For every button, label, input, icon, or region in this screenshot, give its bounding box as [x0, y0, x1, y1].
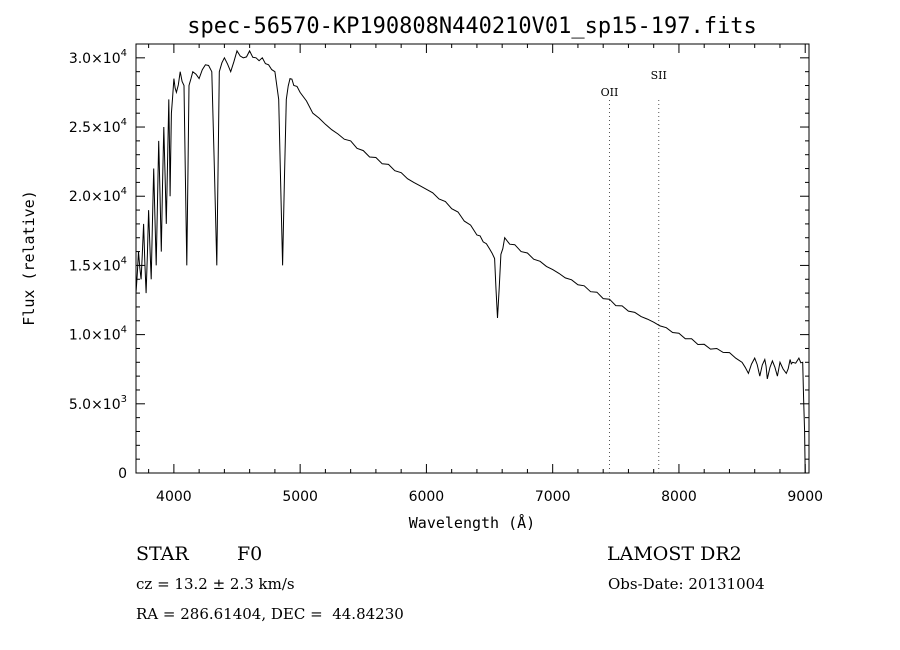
redshift-text: cz = 13.2 ± 2.3 km/s [136, 575, 295, 593]
y-tick-label: 1.0×104 [69, 325, 127, 344]
annotation-label: OII [601, 86, 619, 99]
y-tick-mantissa: 5.0×10 [69, 397, 121, 413]
y-tick-label: 3.0×104 [69, 48, 127, 67]
y-tick-label: 5.0×103 [69, 394, 127, 413]
y-tick-exponent: 3 [121, 394, 127, 405]
x-tick-label: 9000 [787, 489, 823, 505]
y-tick-label: 0 [118, 466, 127, 482]
survey-name: LAMOST DR2 [607, 543, 742, 565]
y-tick-label: 2.5×104 [69, 117, 127, 136]
x-axis: 4000 5000 6000 7000 8000 9000 [148, 44, 823, 505]
y-tick-exponent: 4 [121, 255, 127, 266]
coordinates-text: RA = 286.61404, DEC = 44.84230 [136, 605, 404, 623]
object-class: STAR [136, 543, 189, 565]
y-tick-mantissa: 1.0×10 [69, 328, 121, 344]
y-tick-mantissa: 0 [118, 466, 127, 482]
y-tick-mantissa: 2.5×10 [69, 120, 121, 136]
y-tick-exponent: 4 [121, 48, 127, 59]
x-tick-label: 5000 [282, 489, 318, 505]
y-tick-exponent: 4 [121, 186, 127, 197]
line-annotations: OII SII [601, 69, 667, 473]
x-tick-label: 4000 [156, 489, 192, 505]
plot-frame [135, 43, 810, 474]
spectrum-line [135, 49, 806, 474]
y-axis-label: Flux (relative) [20, 190, 38, 325]
y-tick-exponent: 4 [121, 325, 127, 336]
x-axis-label: Wavelength (Å) [409, 513, 535, 532]
y-tick-label: 2.0×104 [69, 186, 127, 205]
object-subclass: F0 [237, 543, 263, 565]
x-tick-label: 6000 [409, 489, 445, 505]
annotation-label: SII [651, 69, 667, 82]
x-tick-label: 7000 [535, 489, 571, 505]
y-axis: 05.0×1031.0×1041.5×1042.0×1042.5×1043.0×… [69, 48, 809, 482]
y-tick-mantissa: 3.0×10 [69, 51, 121, 67]
y-tick-mantissa: 2.0×10 [69, 189, 121, 205]
y-tick-label: 1.5×104 [69, 255, 127, 274]
x-tick-label: 8000 [661, 489, 697, 505]
spectrum-chart: spec-56570-KP190808N440210V01_sp15-197.f… [20, 14, 823, 532]
y-tick-exponent: 4 [121, 117, 127, 128]
chart-title: spec-56570-KP190808N440210V01_sp15-197.f… [187, 14, 757, 39]
obs-date-text: Obs-Date: 20131004 [608, 575, 765, 593]
y-tick-mantissa: 1.5×10 [69, 258, 121, 274]
